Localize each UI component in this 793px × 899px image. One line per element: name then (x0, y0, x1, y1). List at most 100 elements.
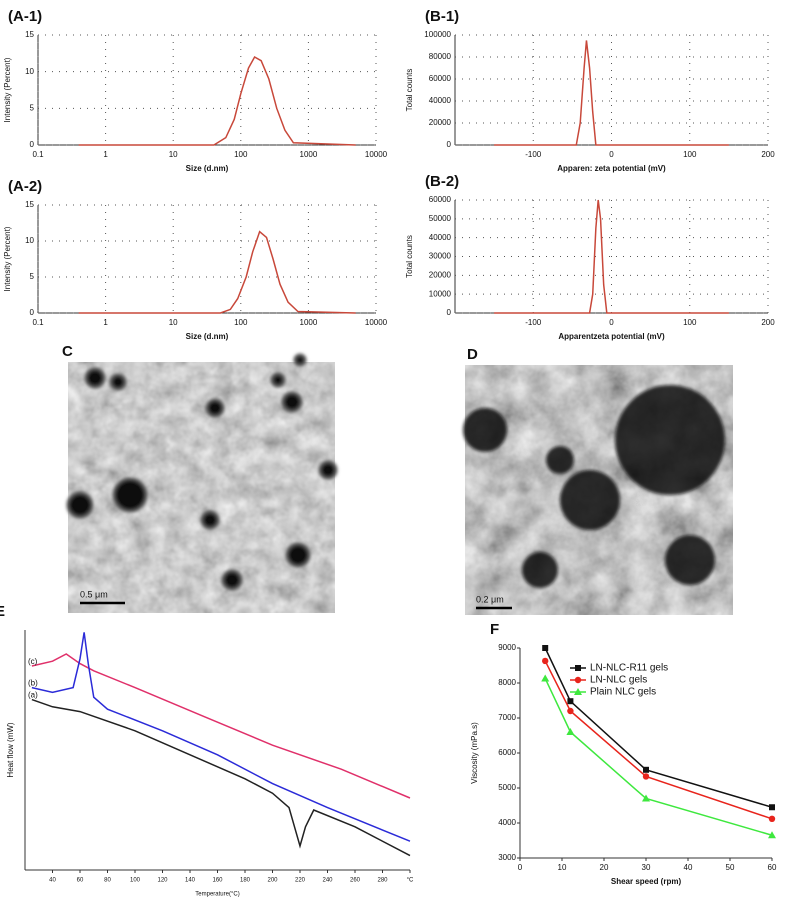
panel-label: E (0, 603, 5, 620)
y-tick-label: 5000 (498, 783, 516, 792)
x-tick-label: 200 (267, 878, 278, 884)
x-tick-label: 10000 (365, 150, 388, 159)
y-tick-label: 60000 (429, 74, 452, 83)
x-tick-label: -100 (525, 150, 542, 159)
legend-label: Plain NLC gels (590, 687, 656, 698)
data-line (31, 653, 411, 799)
series-label: (a) (28, 691, 38, 700)
y-tick-label: 3000 (498, 853, 516, 862)
y-axis-label: Viscosity (mPa.s) (470, 722, 479, 784)
x-axis-label: Size (d.nm) (186, 164, 229, 173)
x-tick-label: °C (407, 878, 414, 884)
data-line (31, 632, 411, 842)
y-tick-label: 9000 (498, 643, 516, 652)
y-tick-label: 8000 (498, 678, 516, 687)
x-tick-label: 1 (103, 318, 108, 327)
data-line (544, 660, 773, 820)
x-tick-label: 0 (609, 150, 614, 159)
x-tick-label: 50 (726, 863, 735, 872)
x-tick-label: 60 (77, 878, 84, 884)
y-tick-label: 0 (30, 140, 35, 149)
x-tick-label: 260 (350, 878, 361, 884)
marker (642, 773, 650, 780)
data-line (78, 55, 356, 146)
y-tick-label: 100000 (424, 30, 451, 39)
y-tick-label: 10 (25, 236, 34, 245)
marker (542, 645, 549, 651)
series-label: (b) (28, 679, 38, 688)
x-tick-label: 180 (240, 878, 251, 884)
marker (768, 815, 776, 822)
y-tick-label: 0 (30, 308, 35, 317)
x-tick-label: 40 (49, 878, 56, 884)
data-line (78, 230, 356, 314)
x-axis-label: Apparen: zeta potential (mV) (557, 164, 666, 173)
scale-bar-label: 0.2 μm (476, 594, 504, 604)
x-tick-label: 10 (169, 318, 178, 327)
y-tick-label: 0 (447, 140, 452, 149)
particles (66, 353, 338, 591)
panel-label: D (467, 346, 478, 363)
series-label: (c) (28, 657, 38, 666)
marker (642, 794, 650, 802)
x-tick-label: 200 (761, 318, 775, 327)
micrograph-d: 0.2 μm D (463, 346, 733, 615)
marker (566, 728, 575, 735)
x-tick-label: -100 (525, 318, 542, 327)
data-line (544, 647, 773, 808)
x-tick-label: 100 (234, 150, 248, 159)
x-tick-label: 80 (104, 878, 111, 884)
x-tick-label: 0.1 (32, 150, 44, 159)
y-axis-label: Intensity (Percent) (3, 57, 12, 122)
marker (574, 676, 582, 684)
x-tick-label: 60 (768, 863, 777, 872)
x-tick-label: 0 (609, 318, 614, 327)
y-tick-label: 40000 (429, 96, 452, 105)
marker (542, 657, 549, 665)
panel-label: (A-2) (8, 178, 42, 195)
y-axis-label: Total counts (405, 69, 414, 112)
y-tick-label: 20000 (429, 118, 452, 127)
panel-label: (B-1) (425, 8, 459, 25)
panel-label: C (62, 343, 73, 360)
legend-label: LN-NLC-R11 gels (590, 663, 668, 674)
x-axis-label: Apparentzeta potential (mV) (558, 332, 665, 341)
data-line (31, 698, 411, 857)
y-tick-label: 15 (25, 30, 34, 39)
y-tick-label: 50000 (429, 214, 452, 223)
x-tick-label: 140 (185, 878, 196, 884)
y-tick-label: 5 (30, 272, 35, 281)
x-tick-label: 100 (683, 150, 697, 159)
x-tick-label: 20 (600, 863, 609, 872)
scale-bar-label: 0.5 μm (80, 589, 108, 599)
y-tick-label: 10000 (429, 289, 452, 298)
x-tick-label: 240 (322, 878, 333, 884)
marker (567, 698, 574, 705)
x-tick-label: 120 (157, 878, 168, 884)
y-tick-label: 15 (25, 200, 34, 209)
x-tick-label: 10 (169, 150, 178, 159)
x-tick-label: 1000 (300, 318, 318, 327)
y-tick-label: 80000 (429, 52, 452, 61)
x-axis-label: Size (d.nm) (186, 332, 229, 341)
x-tick-label: 280 (377, 878, 388, 884)
y-tick-label: 6000 (498, 748, 516, 757)
marker (768, 831, 776, 839)
panel-label: (B-2) (425, 173, 459, 190)
marker (769, 804, 775, 811)
micrograph-c: 0.5 μm C (62, 343, 338, 613)
x-tick-label: 220 (295, 878, 306, 884)
x-tick-label: 0 (518, 863, 523, 872)
x-tick-label: 10000 (365, 318, 388, 327)
x-tick-label: 100 (234, 318, 248, 327)
panel-label: F (490, 621, 499, 638)
y-axis-label: Total counts (405, 235, 414, 278)
aggregates (463, 385, 725, 588)
y-tick-label: 4000 (498, 818, 516, 827)
x-tick-label: 30 (642, 863, 651, 872)
x-tick-label: 0.1 (32, 318, 44, 327)
x-tick-label: 1000 (300, 150, 318, 159)
y-tick-label: 10 (25, 67, 34, 76)
y-tick-label: 0 (447, 308, 452, 317)
